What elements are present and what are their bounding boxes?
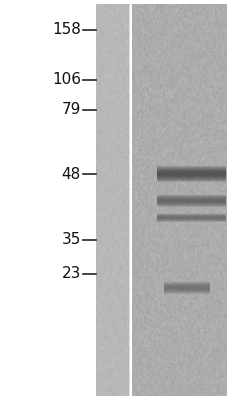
Bar [95,4,128,396]
Text: 158: 158 [52,22,81,38]
Bar [131,4,227,396]
Text: 35: 35 [61,232,81,248]
Bar [129,4,131,396]
Text: 79: 79 [61,102,81,118]
Text: 48: 48 [62,166,81,182]
Text: 23: 23 [61,266,81,282]
Text: 106: 106 [52,72,81,88]
